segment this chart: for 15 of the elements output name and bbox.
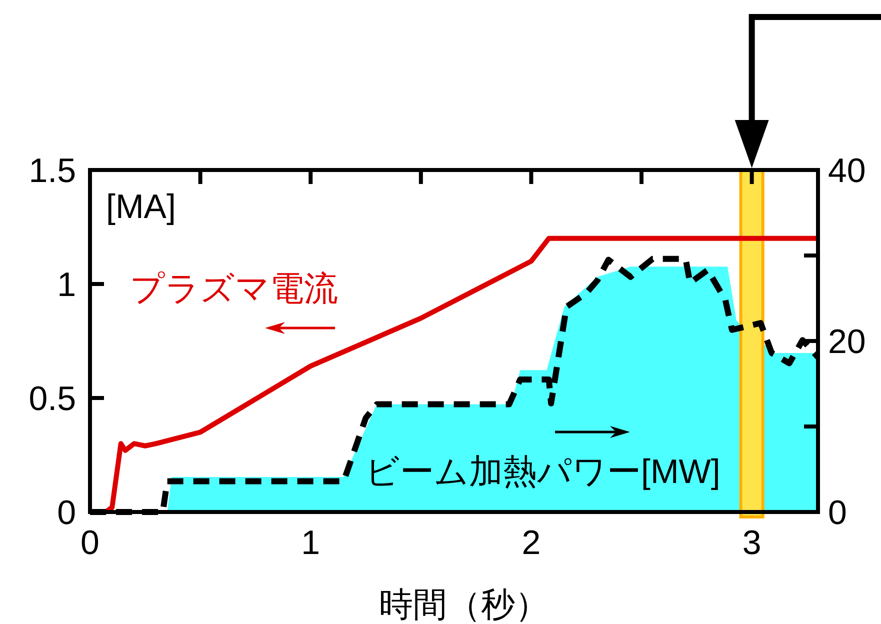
- x-tick-label: 1: [301, 524, 320, 562]
- y-axis-title: [MA]: [106, 188, 176, 226]
- x-axis-title: 時間（秒）: [379, 586, 549, 624]
- x-tick-label: 0: [80, 524, 100, 562]
- legend-label: ビーム加熱パワー[MW]: [365, 453, 720, 491]
- y-tick-label: 0.5: [28, 380, 76, 418]
- series-label: プラズマ電流: [130, 270, 338, 308]
- x-tick-label: 2: [522, 524, 541, 562]
- y-tick-label: 1: [57, 266, 76, 304]
- y-tick-label: 0: [57, 494, 76, 532]
- y2-tick-label: 40: [828, 152, 866, 190]
- x-tick-label: 3: [742, 524, 762, 562]
- y2-tick-label: 0: [828, 494, 847, 532]
- y2-tick-label: 20: [828, 323, 866, 361]
- y-tick-label: 1.5: [28, 152, 76, 190]
